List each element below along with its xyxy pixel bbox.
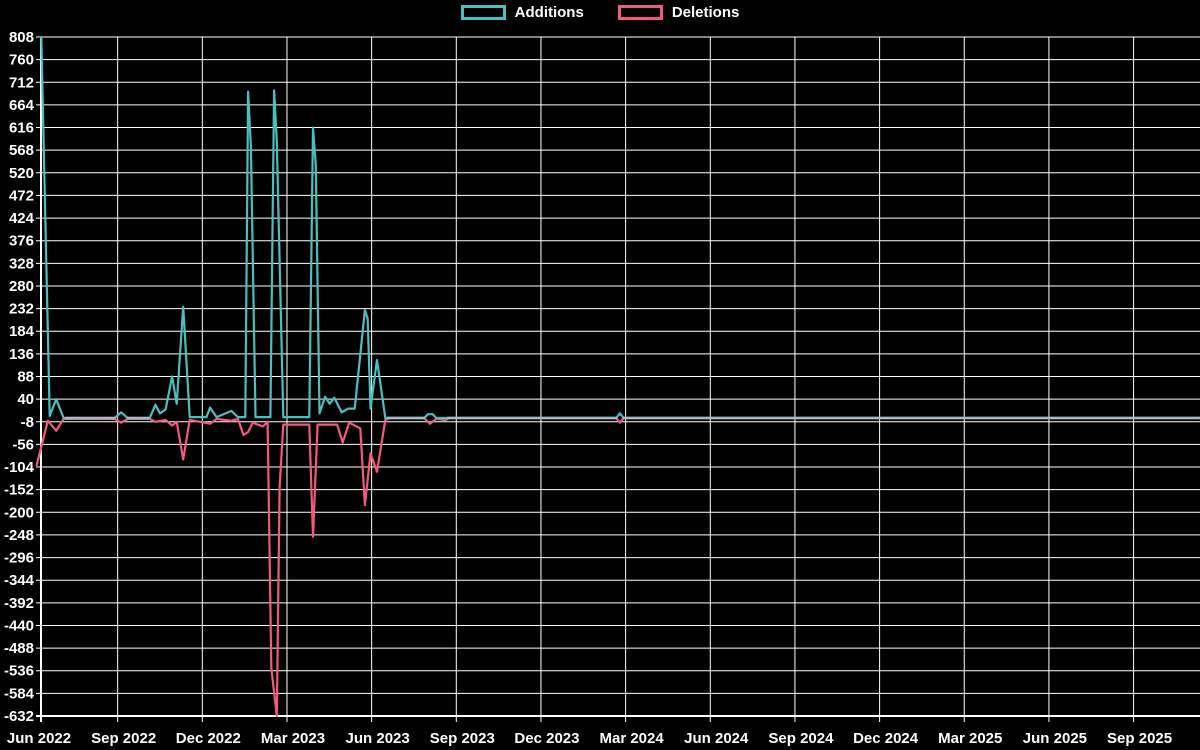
y-tick-label: -344 bbox=[4, 572, 35, 589]
x-tick-label: Sep 2022 bbox=[91, 730, 156, 747]
x-tick-label: Jun 2025 bbox=[1023, 730, 1087, 747]
y-tick-label: -488 bbox=[4, 640, 34, 657]
y-tick-label: 760 bbox=[9, 52, 34, 69]
x-tick-label: Jun 2024 bbox=[684, 730, 749, 747]
y-tick-label: 472 bbox=[9, 187, 34, 204]
chart-legend: Additions Deletions bbox=[0, 5, 1200, 20]
x-tick-label: Jun 2023 bbox=[346, 730, 410, 747]
y-tick-label: 616 bbox=[9, 120, 34, 137]
y-tick-label: -56 bbox=[12, 436, 34, 453]
legend-item-additions[interactable]: Additions bbox=[460, 4, 584, 21]
y-tick-label: -584 bbox=[4, 685, 35, 702]
y-tick-label: -248 bbox=[4, 527, 34, 544]
y-tick-label: -296 bbox=[4, 550, 34, 567]
y-tick-label: 40 bbox=[17, 391, 34, 408]
y-tick-label: 376 bbox=[9, 233, 34, 250]
y-tick-label: 88 bbox=[17, 369, 34, 386]
y-tick-label: -536 bbox=[4, 663, 34, 680]
y-tick-label: 280 bbox=[9, 278, 34, 295]
deletions-swatch-icon bbox=[617, 5, 663, 20]
y-tick-label: 808 bbox=[9, 29, 34, 46]
x-tick-label: Mar 2025 bbox=[938, 730, 1002, 747]
x-tick-label: Jun 2022 bbox=[7, 730, 71, 747]
deletions-line bbox=[35, 416, 1200, 718]
y-tick-label: 712 bbox=[9, 74, 34, 91]
y-tick-label: 232 bbox=[9, 301, 34, 318]
x-tick-label: Dec 2023 bbox=[514, 730, 579, 747]
legend-label-additions: Additions bbox=[514, 4, 584, 21]
legend-label-deletions: Deletions bbox=[671, 4, 740, 21]
x-tick-label: Mar 2024 bbox=[600, 730, 665, 747]
y-tick-label: 136 bbox=[9, 346, 34, 363]
y-tick-label: -440 bbox=[4, 617, 34, 634]
additions-line bbox=[40, 35, 1200, 420]
y-tick-label: 520 bbox=[9, 165, 34, 182]
y-tick-label: -200 bbox=[4, 504, 34, 521]
y-tick-label: -392 bbox=[4, 595, 34, 612]
x-tick-label: Dec 2024 bbox=[853, 730, 919, 747]
y-tick-label: 184 bbox=[9, 323, 35, 340]
y-tick-label: -152 bbox=[4, 482, 34, 499]
x-tick-label: Mar 2023 bbox=[261, 730, 325, 747]
legend-item-deletions[interactable]: Deletions bbox=[617, 4, 740, 21]
x-tick-label: Sep 2024 bbox=[768, 730, 834, 747]
y-tick-label: -104 bbox=[4, 459, 35, 476]
y-tick-label: 328 bbox=[9, 255, 34, 272]
y-tick-label: 424 bbox=[9, 210, 35, 227]
y-tick-label: 664 bbox=[9, 97, 35, 114]
y-tick-label: -8 bbox=[21, 414, 34, 431]
y-tick-label: 568 bbox=[9, 142, 34, 159]
x-tick-label: Sep 2023 bbox=[430, 730, 495, 747]
additions-swatch-icon bbox=[460, 5, 506, 20]
x-tick-label: Sep 2025 bbox=[1107, 730, 1172, 747]
y-tick-label: -632 bbox=[4, 708, 34, 725]
x-tick-label: Dec 2022 bbox=[176, 730, 241, 747]
